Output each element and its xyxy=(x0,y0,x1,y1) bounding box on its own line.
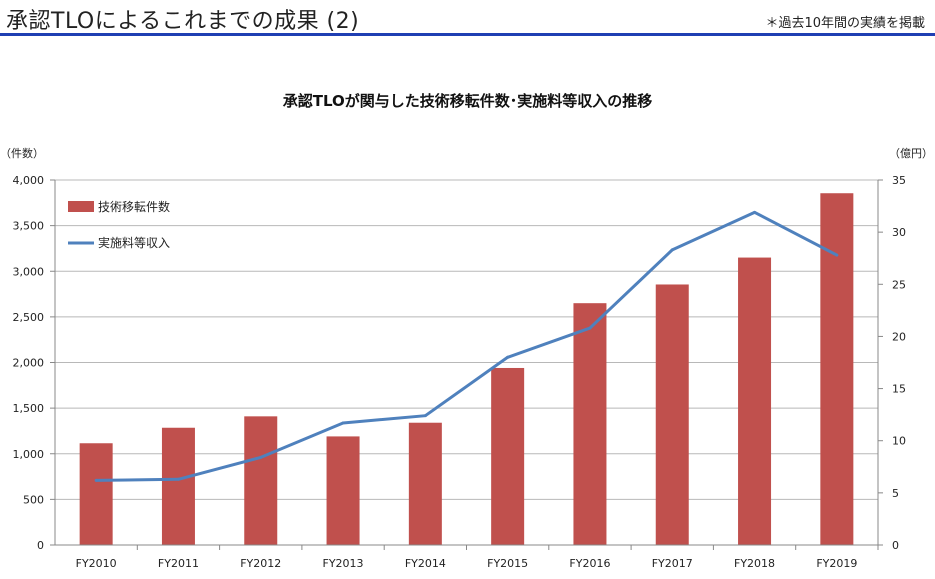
line-point xyxy=(341,421,345,425)
line-point xyxy=(176,477,180,481)
line-point xyxy=(670,248,674,252)
revenue-line xyxy=(96,210,838,482)
x-tick-label: FY2016 xyxy=(569,557,610,570)
left-tick-label: 1,000 xyxy=(13,448,45,461)
right-tick-label: 30 xyxy=(892,226,906,239)
bar xyxy=(655,284,689,545)
x-tick-label: FY2010 xyxy=(76,557,117,570)
x-tick-label: FY2017 xyxy=(652,557,693,570)
legend-line-label: 実施料等収入 xyxy=(98,235,170,250)
title-rule xyxy=(0,33,935,36)
right-tick-label: 35 xyxy=(892,174,906,187)
left-tick-label: 500 xyxy=(23,493,44,506)
x-tick-label: FY2018 xyxy=(734,557,775,570)
left-axis-title: （件数） xyxy=(0,147,44,160)
right-tick-label: 10 xyxy=(892,435,906,448)
line-point xyxy=(753,210,757,214)
left-tick-label: 3,000 xyxy=(13,265,45,278)
x-tick-label: FY2015 xyxy=(487,557,528,570)
axis-labels: 0 500 1,000 1,500 2,000 2,500 3,000 3,500 4,000 0… xyxy=(0,147,933,570)
bar xyxy=(326,436,360,545)
left-tick-label: 0 xyxy=(37,539,44,552)
left-tick-label: 3,500 xyxy=(13,220,45,233)
bar xyxy=(738,257,772,545)
left-tick-label: 1,500 xyxy=(13,402,45,415)
line-point xyxy=(423,414,427,418)
legend-bar-swatch xyxy=(68,201,94,212)
right-tick-label: 20 xyxy=(892,330,906,343)
bar xyxy=(244,416,278,545)
x-tick-label: FY2014 xyxy=(405,557,446,570)
bar xyxy=(79,443,113,545)
line-point xyxy=(835,253,839,257)
slide-note: ＊過去10年間の実績を掲載 xyxy=(765,16,925,31)
bar xyxy=(820,193,854,545)
bar xyxy=(408,422,442,545)
right-tick-label: 15 xyxy=(892,383,906,396)
line-point xyxy=(588,326,592,330)
right-tick-label: 5 xyxy=(892,487,899,500)
left-tick-label: 4,000 xyxy=(13,174,45,187)
right-tick-label: 25 xyxy=(892,278,906,291)
line-point xyxy=(506,355,510,359)
left-tick-label: 2,000 xyxy=(13,357,45,370)
chart-title: 承認TLOが関与した技術移転件数･実施料等収入の推移 xyxy=(282,92,653,110)
x-tick-label: FY2011 xyxy=(158,557,199,570)
bar xyxy=(573,303,607,545)
right-axis-title: （億円） xyxy=(889,147,933,160)
x-tick-label: FY2019 xyxy=(816,557,857,570)
x-tick-label: FY2013 xyxy=(323,557,364,570)
left-tick-label: 2,500 xyxy=(13,311,45,324)
line-point xyxy=(94,478,98,482)
right-tick-label: 0 xyxy=(892,539,899,552)
bar-series xyxy=(79,193,854,545)
line-point xyxy=(259,455,263,459)
axes xyxy=(50,179,883,550)
x-tick-label: FY2012 xyxy=(240,557,281,570)
legend-bar-label: 技術移転件数 xyxy=(98,199,170,214)
bar xyxy=(491,367,525,545)
bar xyxy=(161,427,195,545)
slide-title: 承認TLOによるこれまでの成果 (2) xyxy=(6,9,360,34)
line-series xyxy=(94,210,839,482)
